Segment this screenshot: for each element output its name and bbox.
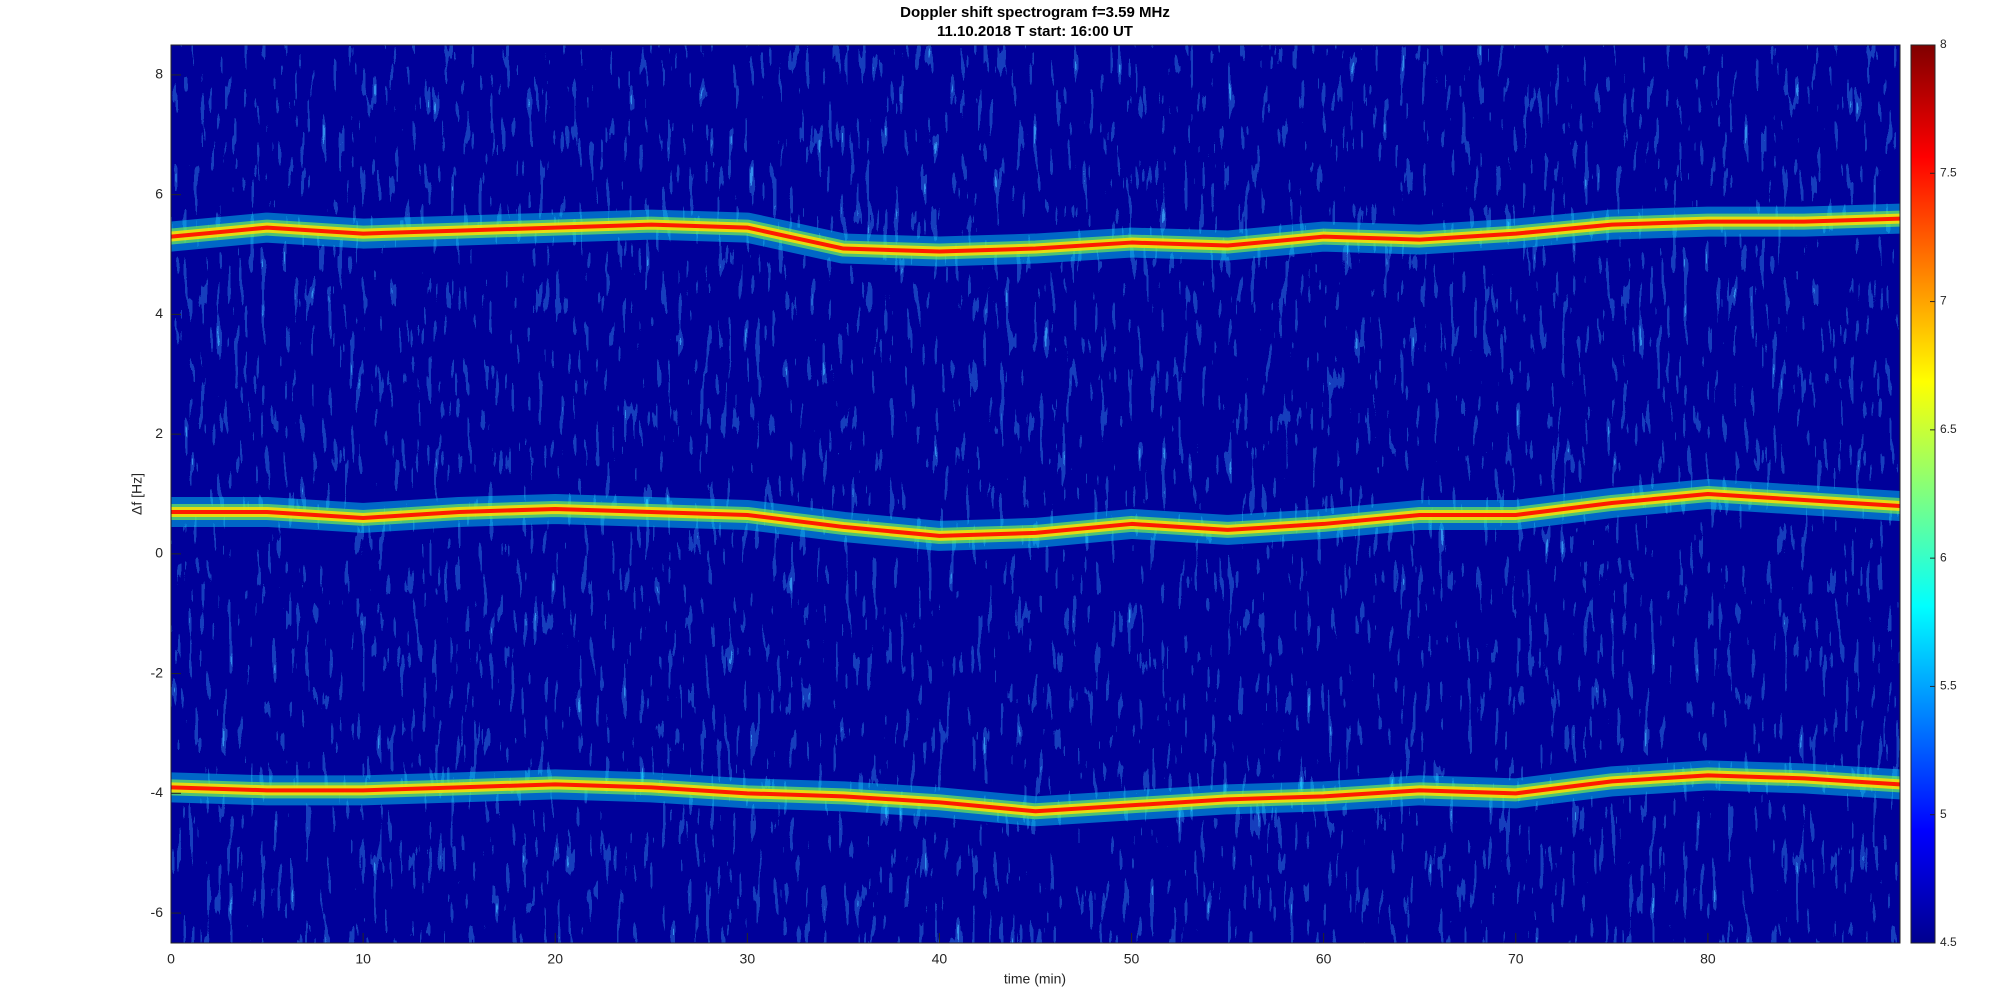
y-tick-label: -6: [151, 904, 164, 920]
y-tick-label: 0: [155, 545, 163, 561]
trace-line: [171, 773, 1900, 814]
x-tick-label: 20: [547, 951, 563, 967]
y-tick-label: -4: [151, 784, 164, 800]
chart-subtitle: 11.10.2018 T start: 16:00 UT: [937, 23, 1133, 40]
colorbar: [1910, 44, 1936, 944]
colorbar-tick-label: 4.5: [1940, 935, 1957, 949]
x-tick-label: 40: [932, 951, 948, 967]
colorbar-tick-label: 5.5: [1940, 679, 1957, 693]
x-tick-label: 0: [167, 951, 175, 967]
colorbar-tick-label: 6: [1940, 550, 1947, 564]
y-tick-label: 4: [155, 305, 163, 321]
chart-title: Doppler shift spectrogram f=3.59 MHz: [900, 4, 1170, 21]
y-tick-label: 8: [155, 66, 163, 82]
x-tick-label: 70: [1508, 951, 1524, 967]
colorbar-tick-label: 7: [1940, 294, 1947, 308]
y-tick-label: 6: [155, 185, 163, 201]
y-tick-label: 2: [155, 425, 163, 441]
trace-line: [171, 492, 1900, 538]
x-axis-label: time (min): [1004, 971, 1066, 987]
plot-frame: [170, 44, 1901, 944]
colorbar-tick-label: 7.5: [1940, 165, 1957, 179]
x-tick-label: 80: [1700, 951, 1716, 967]
x-tick-label: 50: [1124, 951, 1140, 967]
x-tick-label: 60: [1316, 951, 1332, 967]
colorbar-tick-label: 8: [1940, 37, 1947, 51]
colorbar-tick-label: 6.5: [1940, 422, 1957, 436]
traces: [171, 203, 1900, 827]
y-axis-label: Δf [Hz]: [129, 473, 145, 515]
x-tick-label: 30: [740, 951, 756, 967]
colorbar-tick-label: 5: [1940, 807, 1947, 821]
x-tick-label: 10: [355, 951, 371, 967]
trace-line: [171, 216, 1900, 254]
y-tick-label: -2: [151, 664, 164, 680]
